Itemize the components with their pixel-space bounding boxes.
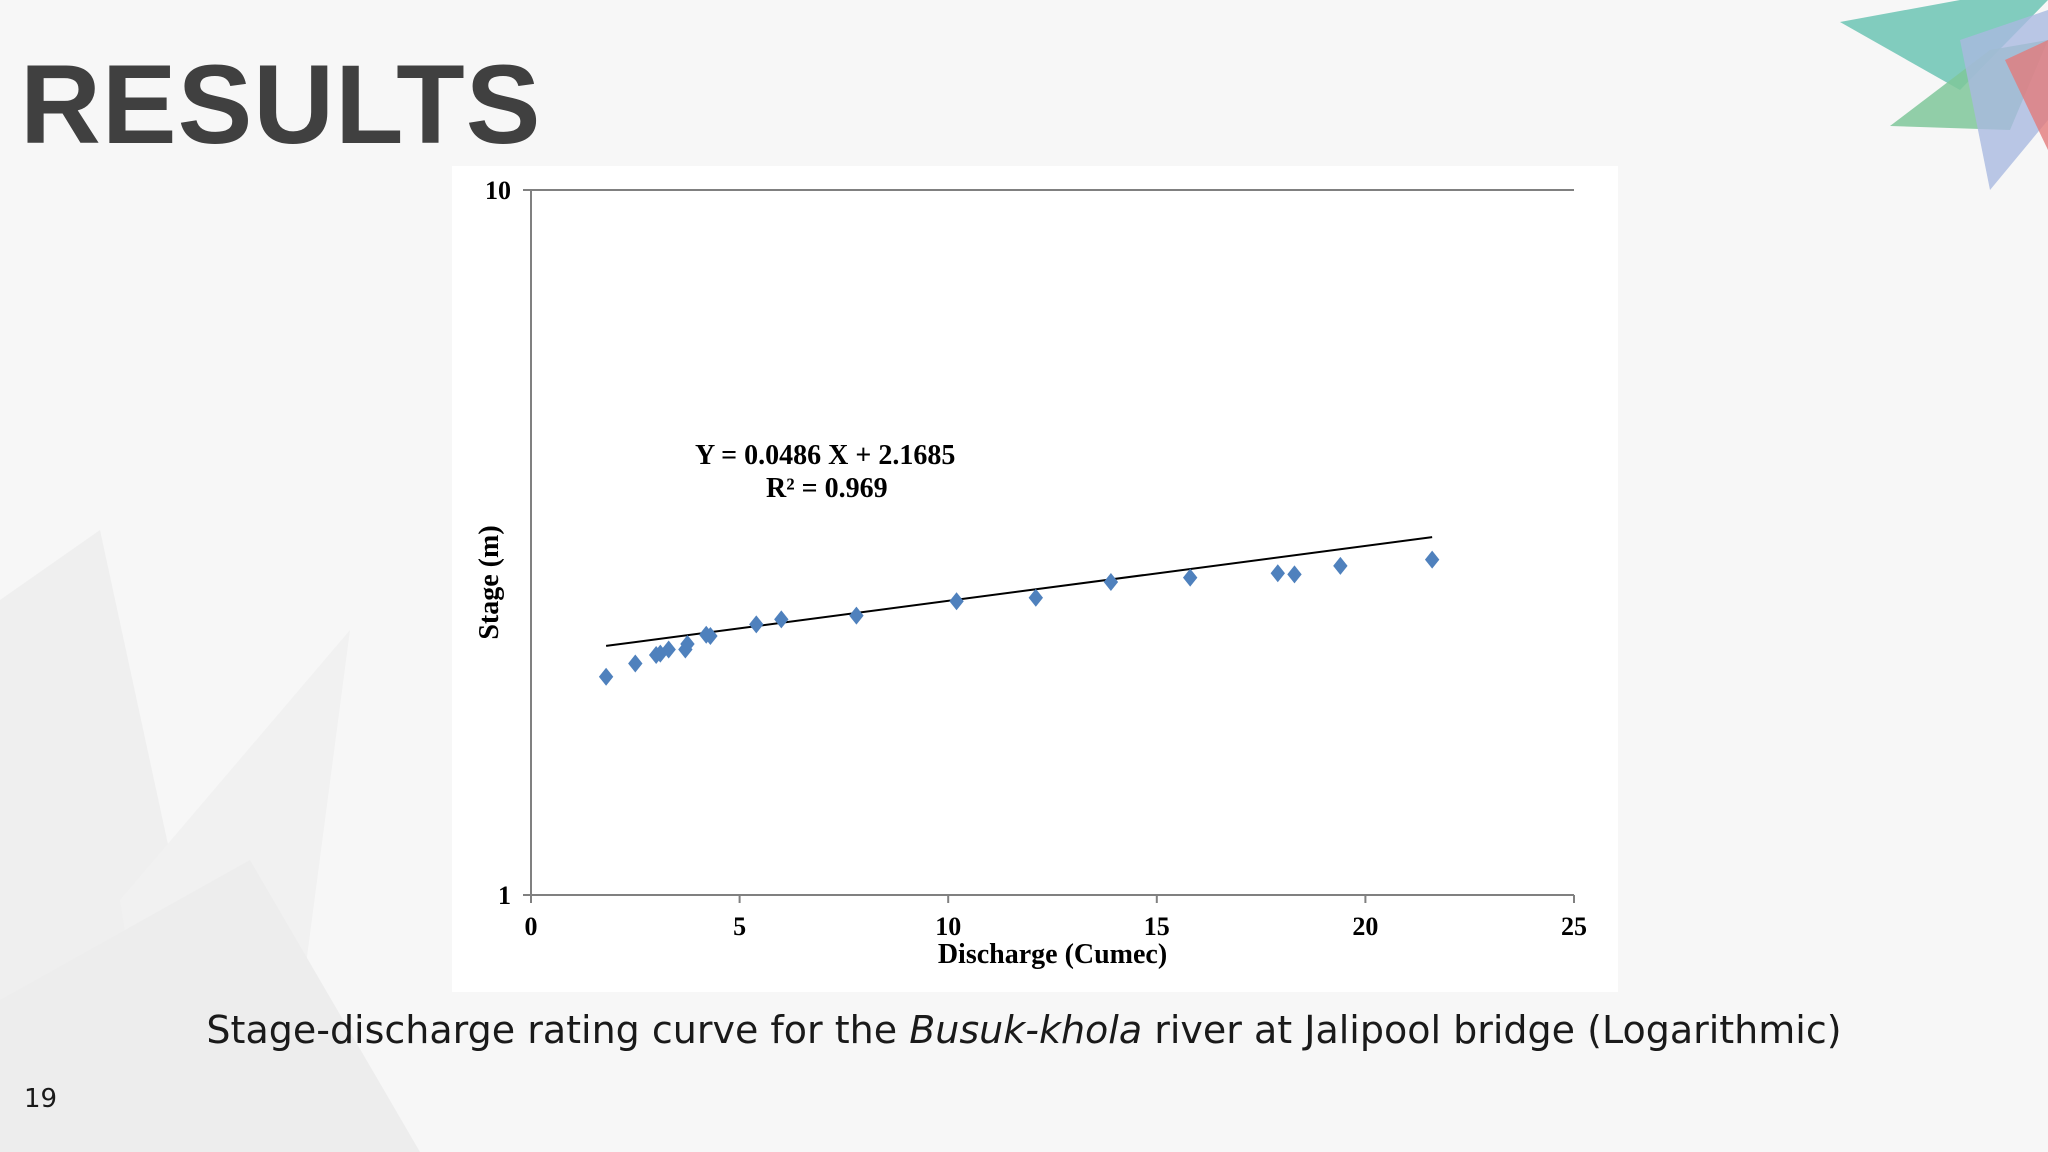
caption-text-start: Stage-discharge rating curve for the [206, 1008, 898, 1052]
data-point [949, 592, 964, 611]
caption-river-name: Busuk-khola [909, 1008, 1143, 1052]
trendline-equation: Y = 0.0486 X + 2.1685 [695, 440, 955, 471]
data-point [749, 615, 764, 634]
rating-curve-chart: 0 5 10 15 20 25 1 10 Y = 0.0486 X + 2.1685 R² … [474, 176, 1587, 970]
data-point [1182, 568, 1198, 587]
data-points [598, 550, 1440, 686]
axes [530, 189, 1574, 896]
logo-shard-red [2005, 40, 2048, 150]
x-tick-label: 5 [733, 912, 746, 941]
data-point [1287, 565, 1302, 584]
logo-shard-teal [1840, 0, 2048, 90]
trendline-r2: R² = 0.969 [766, 473, 888, 504]
y-tick-label: 1 [498, 881, 511, 910]
y-axis-label: Stage (m) [474, 525, 505, 639]
data-point [1333, 556, 1348, 575]
data-point [703, 627, 718, 646]
data-point [628, 654, 643, 673]
data-point [1103, 572, 1119, 591]
figure-caption: Stage-discharge rating curve for the Bus… [0, 1008, 2048, 1052]
x-axis-label: Discharge (Cumec) [938, 939, 1167, 970]
x-tick-label: 20 [1352, 912, 1378, 941]
x-tick-label: 25 [1561, 912, 1587, 941]
page-title: RESULTS [20, 42, 542, 167]
data-point [849, 606, 864, 625]
chart-panel: 0 5 10 15 20 25 1 10 Y = 0.0486 X + 2.1685 R² … [452, 166, 1618, 992]
x-tick-label: 15 [1144, 912, 1170, 941]
y-tick-label: 10 [485, 176, 511, 205]
x-tick-label: 10 [935, 912, 961, 941]
data-point [598, 667, 614, 686]
data-point [774, 610, 789, 629]
data-point [1270, 564, 1285, 583]
y-ticks: 1 10 [485, 176, 531, 910]
deco-shard [0, 860, 420, 1152]
page-number: 19 [24, 1084, 58, 1114]
trendline [605, 536, 1433, 647]
data-point [1424, 550, 1440, 569]
x-tick-label: 0 [525, 912, 538, 941]
x-ticks: 0 5 10 15 20 25 [525, 895, 1587, 941]
caption-text-end: river at Jalipool bridge (Logarithmic) [1154, 1008, 1842, 1052]
data-point [1028, 588, 1044, 607]
deco-shard [0, 530, 180, 1100]
